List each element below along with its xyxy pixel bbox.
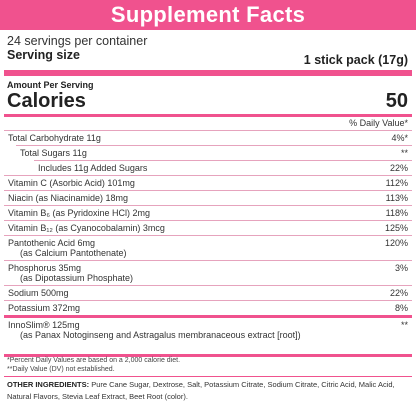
amount-per-serving-label: Amount Per Serving xyxy=(7,80,94,90)
nutrient-name: Vitamin B₆ (as Pyridoxine HCl) 2mg xyxy=(8,208,151,218)
nutrient-source: (as Panax Notoginseng and Astragalus mem… xyxy=(20,330,301,340)
nutrient-row: Total Carbohydrate 11g 4%* xyxy=(4,130,412,145)
nutrient-name: Potassium 372mg xyxy=(8,303,81,313)
divider-ingredients xyxy=(4,376,412,377)
nutrient-name: Sodium 500mg xyxy=(8,288,69,298)
calories-value: 50 xyxy=(385,90,408,112)
footnote-dv-not-established: **Daily Value (DV) not established. xyxy=(7,366,115,373)
nutrient-source: (as Dipotassium Phosphate) xyxy=(20,273,134,283)
divider-footer xyxy=(4,354,412,357)
panel-title: Supplement Facts xyxy=(0,0,416,30)
nutrient-row: Vitamin C (Asorbic Acid) 101mg 112% xyxy=(4,175,412,190)
nutrient-row: Pantothenic Acid 6mg (as Calcium Pantoth… xyxy=(4,235,412,260)
nutrient-daily-value: 8% xyxy=(394,303,408,313)
nutrient-name: Niacin (as Niacinamide) 18mg xyxy=(8,193,129,203)
nutrient-name: Vitamin C (Asorbic Acid) 101mg xyxy=(8,178,135,188)
nutrient-daily-value: ** xyxy=(400,320,408,330)
nutrient-source: (as Calcium Pantothenate) xyxy=(20,248,127,258)
nutrient-name: Pantothenic Acid 6mg xyxy=(8,238,96,248)
nutrient-name: Total Sugars 11g xyxy=(20,148,87,158)
other-ingredients-label: OTHER INGREDIENTS: xyxy=(7,380,90,389)
nutrient-row: InnoSlim® 125mg (as Panax Notoginseng an… xyxy=(4,315,412,342)
divider-medium xyxy=(4,114,412,117)
nutrient-daily-value: 120% xyxy=(384,238,408,248)
nutrient-daily-value: ** xyxy=(400,148,408,158)
serving-size-label: Serving size xyxy=(7,48,80,62)
nutrient-row: Includes 11g Added Sugars 22% xyxy=(34,160,412,175)
nutrient-row: Potassium 372mg 8% xyxy=(4,300,412,315)
nutrient-name: Includes 11g Added Sugars xyxy=(38,163,148,173)
other-ingredients-text: Pure Cane Sugar, Dextrose, Salt, Potassi… xyxy=(7,380,395,401)
nutrient-row: Niacin (as Niacinamide) 18mg 113% xyxy=(4,190,412,205)
nutrient-row: Vitamin B₆ (as Pyridoxine HCl) 2mg 118% xyxy=(4,205,412,220)
nutrient-row: Total Sugars 11g ** xyxy=(16,145,412,160)
nutrient-row: Phosphorus 35mg (as Dipotassium Phosphat… xyxy=(4,260,412,285)
nutrient-daily-value: 113% xyxy=(385,193,408,203)
daily-value-header: % Daily Value* xyxy=(349,118,408,128)
nutrient-table: Total Carbohydrate 11g 4%* Total Sugars … xyxy=(4,130,412,342)
nutrient-daily-value: 22% xyxy=(389,288,408,298)
nutrient-name: InnoSlim® 125mg xyxy=(8,320,80,330)
servings-per-container: 24 servings per container xyxy=(7,34,148,48)
nutrient-daily-value: 125% xyxy=(384,223,408,233)
nutrient-name: Vitamin B₁₂ (as Cyanocobalamin) 3mcg xyxy=(8,223,165,233)
nutrient-row: Vitamin B₁₂ (as Cyanocobalamin) 3mcg 125… xyxy=(4,220,412,235)
nutrient-name: Phosphorus 35mg xyxy=(8,263,82,273)
serving-size-value: 1 stick pack (17g) xyxy=(303,53,408,67)
nutrient-daily-value: 22% xyxy=(389,163,408,173)
nutrient-daily-value: 4%* xyxy=(391,133,408,143)
other-ingredients: OTHER INGREDIENTS: Pure Cane Sugar, Dext… xyxy=(7,379,407,403)
nutrient-name: Total Carbohydrate 11g xyxy=(8,133,101,143)
divider-thick xyxy=(4,70,412,76)
footnote-percent-dv: *Percent Daily Values are based on a 2,0… xyxy=(7,357,181,364)
calories-label: Calories xyxy=(7,90,86,112)
nutrient-row: Sodium 500mg 22% xyxy=(4,285,412,300)
nutrient-daily-value: 112% xyxy=(385,178,408,188)
nutrient-daily-value: 118% xyxy=(385,208,408,218)
nutrient-daily-value: 3% xyxy=(394,263,408,273)
